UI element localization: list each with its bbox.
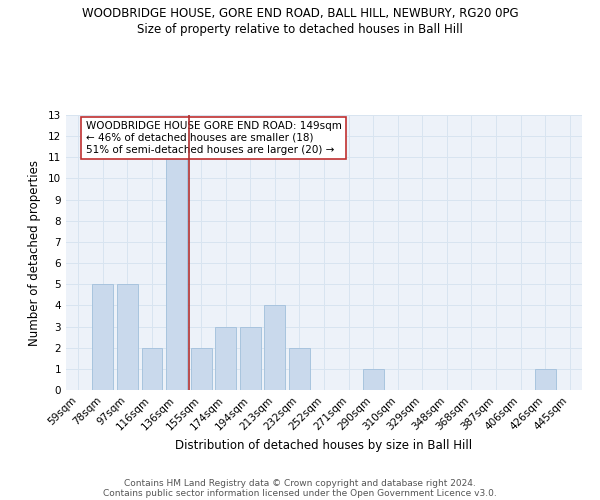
Bar bbox=[535, 369, 556, 390]
Text: WOODBRIDGE HOUSE GORE END ROAD: 149sqm
← 46% of detached houses are smaller (18): WOODBRIDGE HOUSE GORE END ROAD: 149sqm ←… bbox=[86, 122, 341, 154]
Y-axis label: Number of detached properties: Number of detached properties bbox=[28, 160, 41, 346]
Bar bbox=[215, 326, 236, 390]
Text: Contains HM Land Registry data © Crown copyright and database right 2024.: Contains HM Land Registry data © Crown c… bbox=[124, 478, 476, 488]
Text: WOODBRIDGE HOUSE, GORE END ROAD, BALL HILL, NEWBURY, RG20 0PG: WOODBRIDGE HOUSE, GORE END ROAD, BALL HI… bbox=[82, 8, 518, 20]
Bar bbox=[362, 369, 383, 390]
Text: Size of property relative to detached houses in Ball Hill: Size of property relative to detached ho… bbox=[137, 22, 463, 36]
Bar bbox=[92, 284, 113, 390]
Bar bbox=[142, 348, 163, 390]
Bar bbox=[166, 158, 187, 390]
Bar bbox=[240, 326, 261, 390]
Text: Contains public sector information licensed under the Open Government Licence v3: Contains public sector information licen… bbox=[103, 488, 497, 498]
Bar bbox=[117, 284, 138, 390]
Bar bbox=[265, 306, 286, 390]
Bar bbox=[191, 348, 212, 390]
Bar bbox=[289, 348, 310, 390]
X-axis label: Distribution of detached houses by size in Ball Hill: Distribution of detached houses by size … bbox=[175, 438, 473, 452]
